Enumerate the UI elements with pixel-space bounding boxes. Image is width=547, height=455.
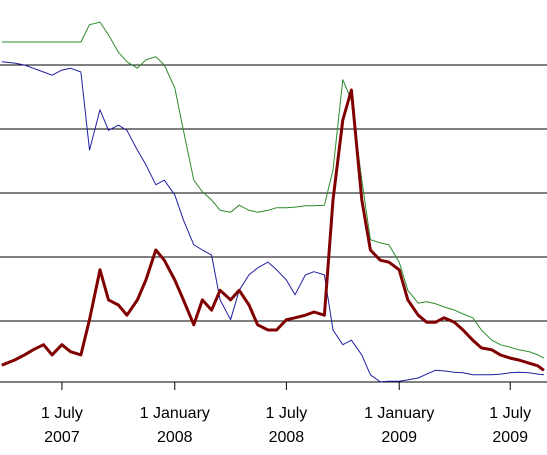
x-tick-label: 1 July 2007 [41,405,83,446]
x-tick-label: 1 January 2009 [364,405,435,446]
x-tick-label: 1 July 2009 [489,405,532,446]
series-line [1,61,544,383]
x-tick-label: 1 July 2008 [265,405,308,446]
series-line [1,88,545,372]
x-tick-label: 1 January 2008 [139,405,210,446]
series-line [1,21,545,359]
